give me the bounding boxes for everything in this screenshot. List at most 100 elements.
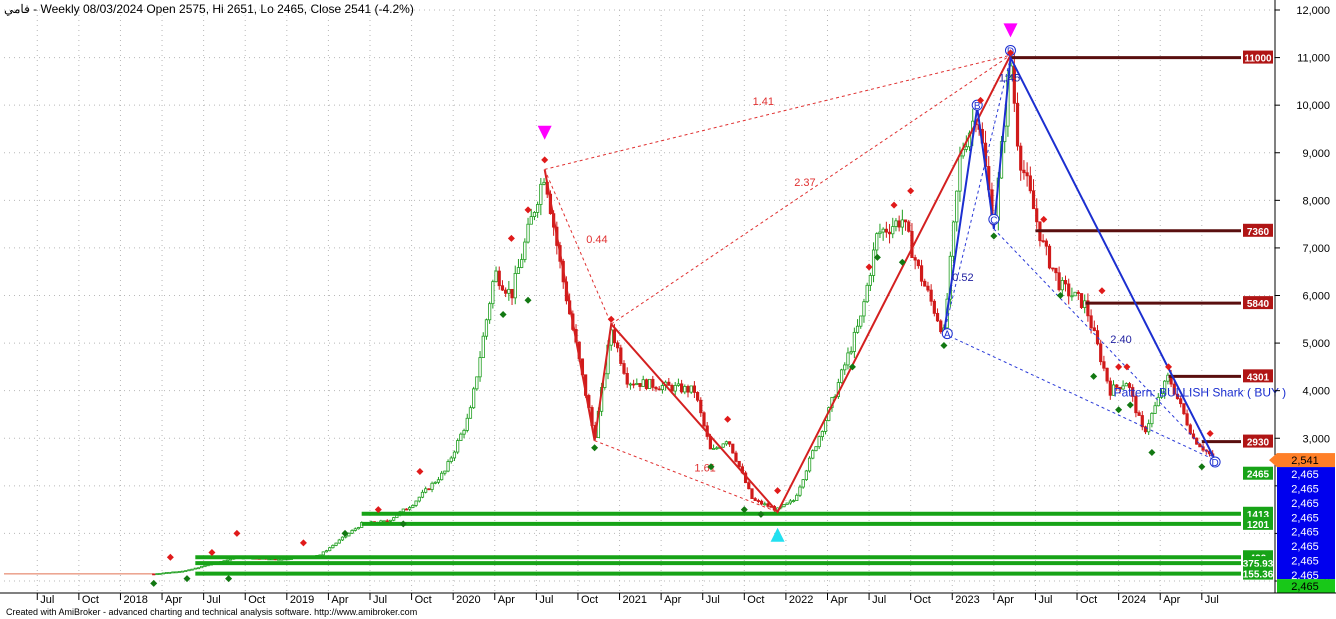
candle-body <box>1198 443 1202 448</box>
candle-body <box>622 363 626 374</box>
buy-signal-diamond <box>1115 406 1123 414</box>
candle-body <box>1150 412 1154 425</box>
candle-body <box>350 530 354 534</box>
buy-signal-diamond <box>524 296 532 304</box>
sell-signal-diamond <box>299 539 307 547</box>
candle-body <box>1060 280 1064 291</box>
candle-body <box>1185 413 1189 426</box>
grid <box>4 9 1275 593</box>
candle-body <box>884 228 888 233</box>
candle-body <box>155 573 159 576</box>
candle-body <box>436 479 441 483</box>
candle-body <box>433 481 437 484</box>
candle-body <box>804 470 808 481</box>
buy-signal-diamond <box>940 341 948 349</box>
chart-header: فامي - Weekly 08/03/2024 Open 2575, Hi 2… <box>4 2 414 16</box>
candle-body <box>1124 383 1128 387</box>
candle-body <box>177 571 181 573</box>
x-tick-label: Apr <box>1163 594 1180 606</box>
candle-body <box>187 569 191 572</box>
x-tick-label: Oct <box>1080 594 1097 606</box>
candle-body <box>939 320 943 333</box>
candle-body <box>929 289 933 302</box>
x-tick-label: 2023 <box>955 594 979 606</box>
candle-body <box>791 500 796 502</box>
buy-signal-diamond <box>757 510 765 518</box>
resistance-level-box <box>1243 50 1273 64</box>
candle-body <box>1086 300 1090 317</box>
candle-body <box>916 259 920 267</box>
candle-body <box>795 494 799 501</box>
candle-body <box>724 441 728 445</box>
symbol-name: فامي <box>4 2 30 16</box>
y-tick-label: 4,000 <box>1302 386 1330 398</box>
candle-body <box>427 488 431 491</box>
candle-body <box>814 446 818 452</box>
y-tick-label: 5,000 <box>1302 338 1330 350</box>
candle-body <box>919 265 924 282</box>
x-tick-label: Apr <box>997 594 1014 606</box>
candle-body <box>161 572 165 575</box>
y-tick-label: 9,000 <box>1302 148 1330 160</box>
candle-body <box>484 319 489 337</box>
candle-body <box>430 482 434 490</box>
pattern-point-marker <box>941 328 953 340</box>
candle-body <box>903 219 908 223</box>
candle-body <box>907 221 911 232</box>
pattern-point-label: B <box>974 101 981 112</box>
green-stack-label: 2,465 <box>1291 581 1319 593</box>
sell-signal-diamond <box>977 96 985 104</box>
candle-body <box>657 388 661 391</box>
x-tick-label: Apr <box>830 594 847 606</box>
candle-body <box>859 315 863 327</box>
candle-body <box>1127 383 1132 388</box>
resistance-level-label: 2930 <box>1247 438 1270 449</box>
y-tick-label: 10,000 <box>1296 100 1330 112</box>
sell-signal-diamond <box>507 234 515 242</box>
x-tick-label: Jul <box>539 594 553 606</box>
buy-signal-diamond <box>740 506 748 514</box>
level-stack-label: 2,465 <box>1291 570 1319 582</box>
last-price-label: 2,541 <box>1291 455 1319 467</box>
candle-body <box>721 443 725 448</box>
candle-body <box>756 500 760 502</box>
candle-body <box>641 379 645 387</box>
candle-body <box>1159 393 1164 398</box>
candle-body <box>894 220 898 227</box>
candle-body <box>868 275 872 286</box>
resistance-level-box <box>1243 223 1273 237</box>
green-stack-box <box>1277 579 1335 594</box>
candle-body <box>190 568 194 571</box>
candle-body <box>225 559 229 562</box>
candle-body <box>692 385 696 393</box>
buy-signal-diamond <box>150 579 158 587</box>
buy-signal-diamond <box>499 311 507 319</box>
candle-body <box>414 500 418 506</box>
candle-body <box>1041 240 1045 243</box>
candle-body <box>632 383 636 386</box>
candle-body <box>1156 396 1160 407</box>
candle-body <box>404 508 409 511</box>
sell-signal-diamond <box>166 553 174 561</box>
top-marker-triangle <box>1003 23 1018 38</box>
x-tick-label: Apr <box>331 594 348 606</box>
candle-body <box>727 441 732 445</box>
pattern-point-label: A <box>944 330 951 341</box>
y-tick-label: 8,000 <box>1302 195 1330 207</box>
buy-signal-diamond <box>1090 372 1098 380</box>
x-tick-label: Jul <box>706 594 720 606</box>
top-marker-triangle <box>537 125 552 140</box>
candle-body <box>1073 291 1077 297</box>
candle-body <box>843 364 847 371</box>
candle-body <box>180 570 185 573</box>
x-tick-label: Oct <box>415 594 432 606</box>
candle-body <box>695 392 700 401</box>
candle-body <box>196 567 201 570</box>
resistance-level-box <box>1243 434 1273 448</box>
candle-body <box>1095 330 1100 345</box>
candle-body <box>855 325 860 333</box>
x-tick-label: Oct <box>914 594 931 606</box>
candle-body <box>753 498 757 501</box>
candle-body <box>510 288 514 299</box>
